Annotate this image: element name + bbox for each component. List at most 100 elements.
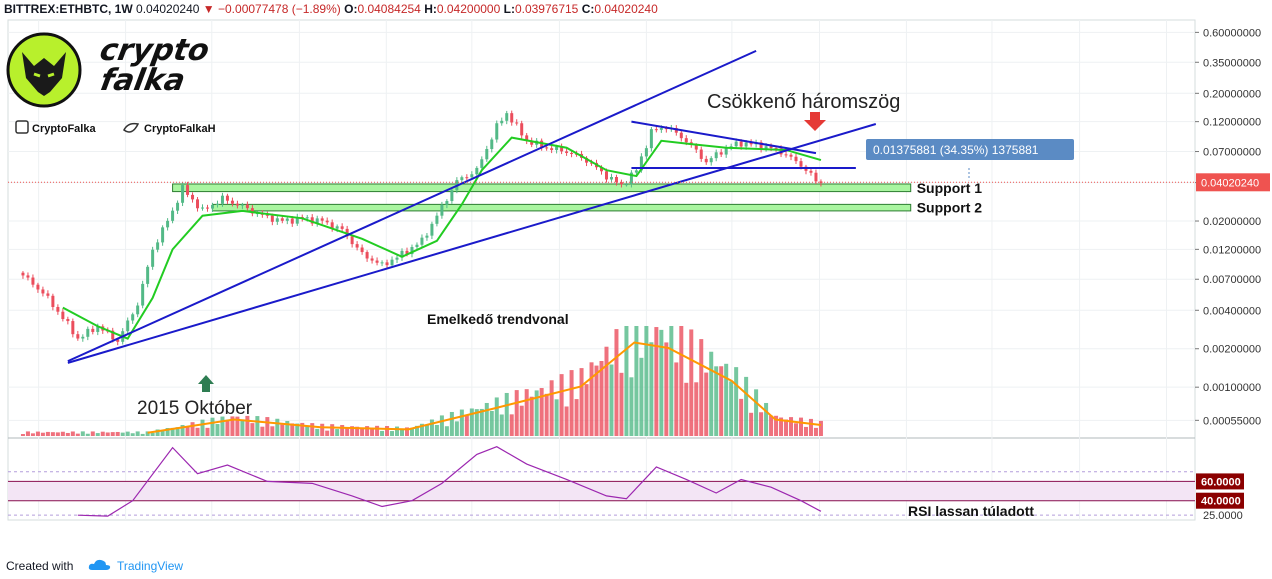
volume-bar	[150, 432, 155, 436]
high-value: 0.04200000	[436, 2, 501, 16]
volume-bar	[639, 357, 644, 436]
volume-bar	[669, 326, 674, 436]
candle-body	[555, 146, 559, 151]
candle-body	[460, 177, 464, 181]
wolf-eyes-icon	[33, 72, 55, 78]
volume-bar	[45, 431, 50, 436]
candle-body	[126, 320, 130, 332]
volume-bar	[395, 426, 400, 436]
volume-bar	[320, 423, 325, 436]
candle-body	[739, 141, 743, 147]
volume-bar	[140, 433, 145, 436]
volume-bar	[559, 374, 564, 436]
volume-bar	[619, 372, 624, 436]
y-tick-label: 0.01200000	[1203, 244, 1261, 256]
volume-bar	[365, 426, 370, 436]
candle-body	[330, 222, 334, 229]
candle-body	[759, 142, 763, 150]
lower-trendline	[67, 123, 877, 364]
volume-bar	[230, 416, 235, 436]
volume-bar	[110, 432, 115, 436]
volume-bar	[295, 423, 300, 436]
candle-body	[250, 208, 254, 214]
volume-bar	[55, 432, 60, 436]
up-arrow-icon	[198, 375, 214, 392]
candle-body	[724, 147, 728, 155]
volume-bar	[429, 419, 434, 436]
volume-bar	[789, 417, 794, 436]
candle-body	[520, 123, 524, 136]
rsi-panel: 60.0000 40.0000 25.0000	[8, 446, 1244, 522]
volume-bar	[145, 431, 150, 436]
volume-bar	[120, 432, 125, 436]
candle-body	[744, 142, 748, 147]
candle-body	[141, 283, 145, 306]
y-tick-label: 0.12000000	[1203, 117, 1261, 129]
volume-bar	[449, 411, 454, 436]
volume-bar	[235, 416, 240, 436]
volume-bar	[684, 382, 689, 436]
upper-trendline	[67, 49, 757, 363]
candle-body	[674, 128, 678, 133]
candle-body	[714, 152, 718, 159]
volume-bar	[784, 419, 789, 436]
volume-bar	[464, 415, 469, 436]
candle-body	[704, 158, 708, 163]
volume-bar	[649, 342, 654, 436]
volume-bar	[20, 434, 25, 436]
volume-bar	[769, 415, 774, 436]
candle-body	[161, 227, 165, 243]
candle-body	[445, 201, 449, 205]
volume-bar	[205, 427, 210, 436]
price-chart[interactable]: Support 1 Support 2 60.0000 40.0000 25.0000…	[0, 18, 1272, 528]
candle-body	[345, 228, 349, 237]
rsi-level-tag	[1196, 473, 1244, 490]
candle-body	[425, 235, 429, 238]
volume-bar	[659, 329, 664, 436]
volume-bar	[714, 366, 719, 436]
candle-body	[699, 149, 703, 159]
candle-body	[350, 236, 354, 245]
volume-bar	[719, 366, 724, 436]
open-label: O:	[344, 2, 358, 16]
volume-bar	[315, 428, 320, 436]
volume-bar	[774, 415, 779, 436]
volume-bar	[808, 418, 813, 436]
down-arrow-icon: ▼	[202, 2, 215, 16]
volume-bar	[604, 346, 609, 436]
candle-body	[585, 157, 589, 163]
candle-body	[694, 144, 698, 150]
candle-body	[570, 152, 574, 154]
volume-bar	[390, 431, 395, 436]
volume-bar	[679, 326, 684, 436]
candle-body	[410, 247, 414, 255]
rsi-level-label: 40.0000	[1201, 496, 1241, 508]
candle-body	[799, 161, 803, 167]
candle-body	[205, 207, 209, 209]
volume-bar	[739, 398, 744, 436]
candle-body	[310, 217, 314, 224]
volume-bar	[609, 364, 614, 436]
candle-body	[774, 148, 778, 150]
candle-body	[465, 177, 469, 179]
volume-bar	[614, 329, 619, 436]
volume-bar	[694, 382, 699, 436]
volume-bar	[355, 426, 360, 436]
volume-bar	[280, 424, 285, 436]
volume-bar	[345, 427, 350, 436]
facebook-handle: CryptoFalka	[32, 123, 96, 135]
volume-bar	[504, 392, 509, 436]
volume-bar	[813, 427, 818, 436]
candle-body	[96, 326, 100, 332]
tradingview-link[interactable]: TradingView	[117, 559, 184, 573]
volume-bar	[240, 419, 245, 436]
volume-bar	[644, 326, 649, 436]
volume-bar	[674, 362, 679, 436]
volume-bar	[95, 433, 100, 436]
volume-bar	[170, 427, 175, 436]
candle-body	[51, 295, 55, 307]
volume-bar	[385, 426, 390, 436]
candle-body	[210, 204, 214, 209]
candle-body	[500, 120, 504, 124]
volume-bar	[40, 432, 45, 436]
